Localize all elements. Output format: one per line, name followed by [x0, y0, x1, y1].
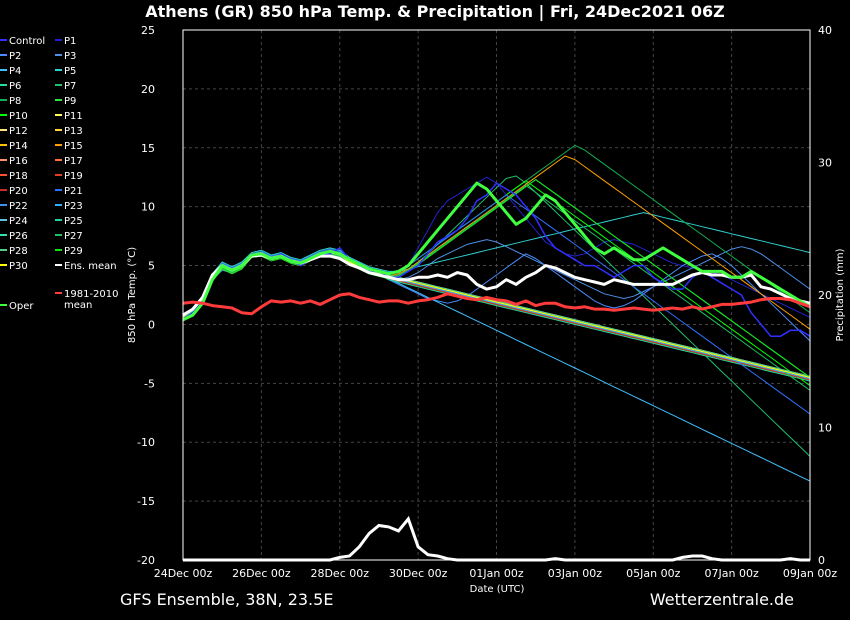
legend-label: P16 [9, 156, 28, 167]
y-axis-right-label: Precipitation (mm) [835, 248, 846, 341]
legend-label: P27 [64, 231, 83, 242]
legend-label: P1 [64, 36, 76, 47]
legend-label: P11 [64, 111, 83, 122]
series-line-p29 [182, 179, 811, 378]
legend-label: P22 [9, 201, 28, 212]
series-line-1981-2010-mean [182, 292, 811, 316]
y-right-tick-label: 20 [818, 289, 832, 302]
x-axis-ticks: 24Dec 00z 26Dec 00z 28Dec 00z 30Dec 00z 01Ja… [154, 567, 838, 580]
legend-label: P19 [64, 171, 83, 182]
y-right-tick-label: 0 [818, 554, 825, 567]
x-tick-label: 24Dec 00z [154, 567, 213, 580]
y-tick-label: 25 [141, 24, 155, 37]
legend-label: P4 [9, 66, 21, 77]
y-tick-label: -10 [137, 436, 155, 449]
legend-label: P17 [64, 156, 83, 167]
x-tick-label: 28Dec 00z [310, 567, 369, 580]
series-line-p5 [182, 212, 811, 315]
y-right-tick-label: 30 [818, 157, 832, 170]
y-axis-label: 850 hPa Temp. (°C) [127, 247, 138, 343]
y-tick-label: 15 [141, 142, 155, 155]
y-axis-right-ticks: 40 30 20 10 0 [818, 24, 832, 567]
legend-label: P23 [64, 201, 83, 212]
x-axis-label: Date (UTC) [470, 584, 525, 595]
x-tick-label: 26Dec 00z [232, 567, 291, 580]
x-tick-label: 09Jan 00z [783, 567, 837, 580]
legend-label: P7 [64, 81, 76, 92]
legend-label: P21 [64, 186, 83, 197]
legend-label: Ens. mean [64, 261, 117, 272]
y-tick-label: 20 [141, 83, 155, 96]
legend-label: P29 [64, 246, 83, 257]
y-right-tick-label: 40 [818, 24, 832, 37]
legend-label: Control [9, 36, 45, 47]
legend-label: P15 [64, 141, 83, 152]
legend: Control P1 P2 P3 P4 P5 P6 P7 P8 P9 P10 P11 P12 P13 P14… [0, 36, 119, 312]
legend-label: P25 [64, 216, 83, 227]
x-tick-label: 03Jan 00z [548, 567, 602, 580]
chart-title: Athens (GR) 850 hPa Temp. & Precipitatio… [145, 2, 724, 22]
legend-label: P14 [9, 141, 28, 152]
footer-source: GFS Ensemble, 38N, 23.5E [120, 590, 333, 609]
legend-label: P6 [9, 81, 21, 92]
legend-label: mean [64, 300, 92, 311]
legend-label: P5 [64, 66, 76, 77]
legend-label: P30 [9, 261, 28, 272]
legend-label: P20 [9, 186, 28, 197]
legend-label: P10 [9, 111, 28, 122]
y-tick-label: -5 [144, 377, 155, 390]
legend-label: P24 [9, 216, 28, 227]
legend-label: P8 [9, 96, 21, 107]
footer-brand: Wetterzentrale.de [650, 590, 794, 609]
legend-label: Oper [9, 301, 34, 312]
y-tick-label: 10 [141, 201, 155, 214]
y-tick-label: -15 [137, 495, 155, 508]
series-line-oper [182, 181, 811, 322]
y-axis-ticks: 25 20 15 10 5 0 -5 -10 -15 -20 [137, 24, 155, 567]
x-tick-label: 05Jan 00z [626, 567, 680, 580]
y-tick-label: -20 [137, 554, 155, 567]
y-right-tick-label: 10 [818, 422, 832, 435]
y-tick-label: 0 [148, 318, 155, 331]
legend-label: P28 [9, 246, 28, 257]
legend-label: P13 [64, 126, 83, 137]
x-tick-label: 07Jan 00z [705, 567, 759, 580]
legend-label: P2 [9, 51, 21, 62]
plot-frame [182, 29, 811, 561]
legend-label: P18 [9, 171, 28, 182]
x-tick-label: 01Jan 00z [469, 567, 523, 580]
x-tick-label: 30Dec 00z [389, 567, 448, 580]
legend-label: P12 [9, 126, 28, 137]
y-tick-label: 5 [148, 260, 155, 273]
legend-label: 1981-2010 [64, 289, 119, 300]
legend-label: P9 [64, 96, 76, 107]
legend-label: P3 [64, 51, 76, 62]
legend-label: P26 [9, 231, 28, 242]
